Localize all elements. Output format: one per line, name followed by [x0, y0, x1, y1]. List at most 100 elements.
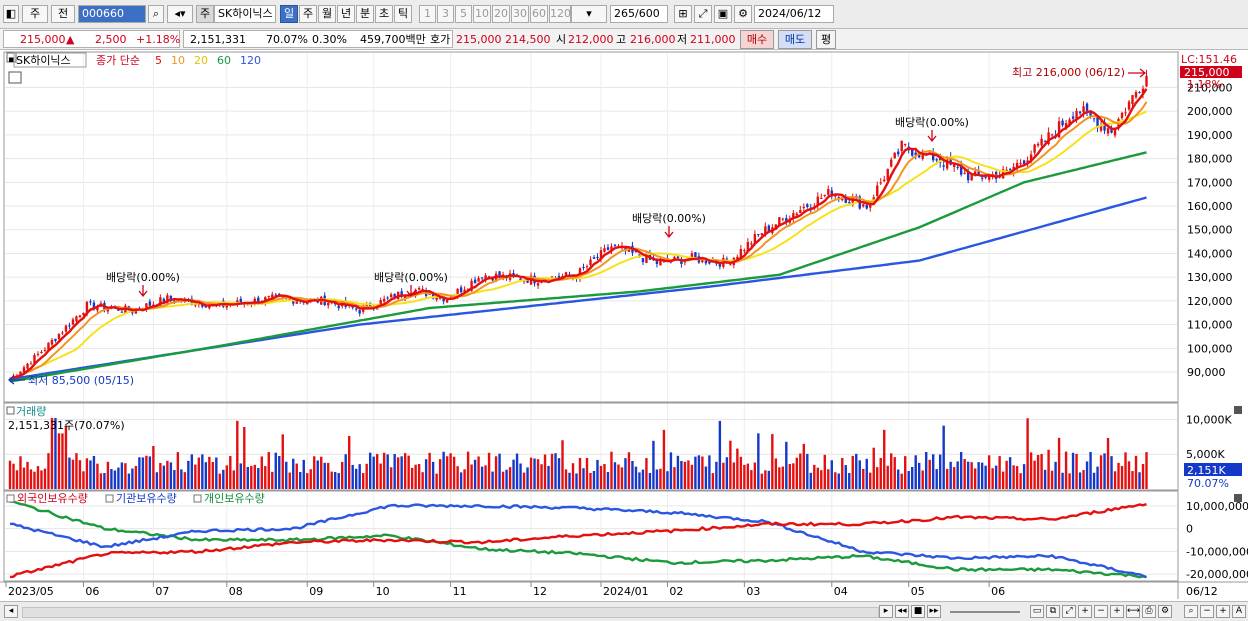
interval-button-60[interactable]: 60 [530, 5, 548, 23]
layout-icon[interactable]: ▭ [1030, 605, 1044, 618]
ruler-icon[interactable]: ⟷ [1126, 605, 1140, 618]
settings-icon[interactable]: ⚙ [1158, 605, 1172, 618]
period-tab-5[interactable]: 초 [375, 5, 393, 23]
candle-body [792, 213, 795, 219]
magnify-icon[interactable]: ⌕ [1184, 605, 1198, 618]
prev-button[interactable]: 전 [51, 5, 75, 23]
scroll-right-icon[interactable]: ▸ [879, 605, 893, 618]
volume-bar [375, 454, 379, 489]
volume-bar [354, 468, 358, 489]
volume-bar [624, 458, 627, 489]
interval-button-20[interactable]: 20 [492, 5, 510, 23]
volume-bar [512, 459, 515, 489]
copy-icon[interactable]: ⧉ [1046, 605, 1060, 618]
interval-button-10[interactable]: 10 [473, 5, 491, 23]
zoom-out-icon[interactable]: − [1094, 605, 1108, 618]
scroll-track[interactable] [22, 607, 879, 618]
volume-bar [806, 453, 809, 489]
volume-bar [204, 462, 208, 489]
volume-bar [554, 453, 557, 489]
eval-button[interactable]: 평 [816, 30, 836, 49]
period-tab-4[interactable]: 분 [356, 5, 374, 23]
candle-body [1120, 112, 1124, 118]
volume-bar [1075, 453, 1078, 489]
volume-bar [1131, 471, 1134, 489]
volume-bar [57, 433, 61, 489]
interval-button-120[interactable]: 120 [549, 5, 571, 23]
change-up-icon: ▲ [66, 33, 75, 46]
market-select[interactable]: 주 [22, 5, 48, 23]
interval-dropdown[interactable]: ▾ [571, 5, 607, 23]
chart-scrollbar[interactable]: ◂ ▸ ◂◂ ■ ▸▸ ▭ ⧉ ⤢ + − + ⟷ ⎙ ⚙ ⌕ − + A [0, 601, 1248, 621]
candle-body [883, 179, 886, 182]
chart-labels: ▪ SK하이닉스 종가 단순 5 10 20 60 120 최고 216,000 (06/12)… [6, 52, 1242, 505]
zoom-in-icon[interactable]: + [1110, 605, 1124, 618]
stock-name[interactable]: SK하이닉스 [214, 5, 276, 23]
window-icon[interactable]: ◧ [3, 5, 19, 23]
save-icon[interactable]: ▣ [714, 5, 732, 23]
candle-body [823, 194, 826, 196]
zoom-slider[interactable] [950, 611, 1020, 613]
chart-type-icon[interactable]: ⊞ [674, 5, 692, 23]
price-tick-label: 180,000 [1187, 153, 1233, 166]
interval-button-5[interactable]: 5 [455, 5, 472, 23]
scroll-left-icon[interactable]: ◂ [4, 605, 18, 618]
date-input[interactable]: 2024/06/12 [754, 5, 834, 23]
draw-tool-icon[interactable]: ⤢ [694, 5, 712, 23]
period-tab-1[interactable]: 주 [299, 5, 317, 23]
chart-axes: 90,000 100,000 110,000 120,000 130,000 140,00… [0, 51, 1248, 599]
interval-button-30[interactable]: 30 [511, 5, 529, 23]
volume-bar [508, 467, 512, 489]
plus-icon[interactable]: + [1216, 605, 1230, 618]
period-tab-2[interactable]: 월 [318, 5, 336, 23]
low-annotation: 최저 85,500 (05/15) [28, 374, 134, 387]
lc-label: LC:151.46 [1181, 53, 1237, 66]
volume-bar [1082, 470, 1085, 489]
search-icon[interactable]: ⌕ [148, 5, 164, 23]
candle-body [1071, 116, 1075, 119]
stop-icon[interactable]: ■ [911, 605, 925, 618]
crosshair-icon[interactable]: + [1078, 605, 1092, 618]
candle-body [904, 143, 907, 145]
candle-body [1106, 128, 1110, 134]
volume-bar [484, 465, 487, 489]
volume-bar [36, 466, 40, 489]
dividend-arrow-icon [138, 285, 148, 298]
gear-icon[interactable]: ⚙ [734, 5, 752, 23]
candle-body [603, 248, 606, 252]
interval-button-3[interactable]: 3 [437, 5, 454, 23]
date-tick-label: 04 [834, 585, 848, 598]
volume-bar [634, 466, 638, 489]
count-input[interactable]: 265/600 [610, 5, 668, 23]
interval-button-1[interactable]: 1 [419, 5, 436, 23]
stock-code-input[interactable]: 000660 [78, 5, 146, 23]
candle-body [239, 298, 242, 304]
sell-button[interactable]: 매도 [778, 30, 812, 49]
print-icon[interactable]: ⎙ [1142, 605, 1156, 618]
font-size-icon[interactable]: A [1232, 605, 1246, 618]
chart-grid [5, 53, 1177, 582]
period-tab-6[interactable]: 틱 [394, 5, 412, 23]
volume-bar [180, 469, 183, 489]
volume-bar [491, 471, 494, 489]
holding-panel [9, 500, 1147, 579]
rewind-icon[interactable]: ◂◂ [895, 605, 909, 618]
volume-bar [173, 470, 176, 489]
forward-icon[interactable]: ▸▸ [927, 605, 941, 618]
candle-body [204, 306, 208, 308]
fit-icon[interactable]: ⤢ [1062, 605, 1076, 618]
candle-body [389, 294, 393, 298]
period-tab-3[interactable]: 년 [337, 5, 355, 23]
dividend-arrow-icon [664, 226, 674, 239]
candle-body [890, 159, 893, 167]
stock-chart[interactable]: 90,000 100,000 110,000 120,000 130,000 140,00… [0, 51, 1248, 601]
minus-icon[interactable]: − [1200, 605, 1214, 618]
candle-body [26, 363, 29, 369]
sound-icon[interactable]: ◂▾ [167, 5, 193, 23]
volume-bar [19, 456, 22, 489]
period-tab-0[interactable]: 일 [280, 5, 298, 23]
ma60-line [9, 151, 1147, 383]
candle-body [980, 177, 984, 179]
buy-button[interactable]: 매수 [740, 30, 774, 49]
volume-bar [736, 448, 739, 489]
